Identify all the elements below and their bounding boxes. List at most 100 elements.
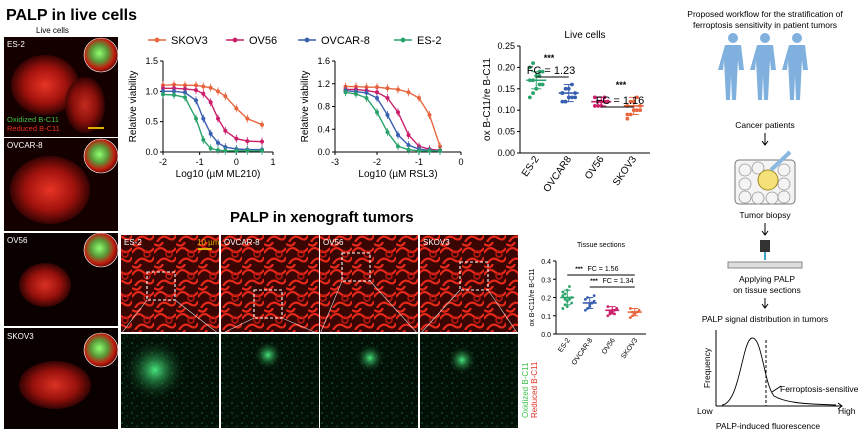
dist-sensitive: Ferroptosis-sensitive: [780, 384, 859, 394]
zoom-box: [341, 252, 371, 282]
data-point: [531, 61, 535, 66]
zoom-box: [459, 261, 489, 291]
data-point: [417, 95, 421, 100]
y-axis-label: Relative viability: [300, 71, 311, 143]
x-tick-label: -2: [159, 157, 167, 167]
legend-label: OVCAR-8: [321, 35, 370, 47]
data-point: [396, 132, 400, 137]
dist-high: High: [838, 406, 856, 416]
series-line: [345, 88, 441, 151]
data-point: [234, 148, 239, 153]
data-point: [208, 85, 213, 90]
data-point: [201, 116, 206, 121]
data-point: [194, 116, 198, 121]
data-point: [527, 65, 532, 70]
cell-label: ES-2: [7, 40, 25, 49]
data-point: [375, 110, 379, 115]
data-point: [364, 95, 369, 100]
data-point: [565, 305, 569, 309]
data-point: [537, 82, 542, 87]
x-axis-label: Log10 (µM ML210): [176, 169, 261, 180]
data-point: [438, 148, 442, 153]
fold-change-label: FC = 1.23: [527, 65, 576, 77]
category-label: ES-2: [520, 154, 542, 179]
data-point: [396, 110, 400, 115]
data-point: [615, 307, 619, 310]
arrow-icon: [761, 133, 769, 146]
data-point: [216, 89, 220, 94]
category-label: OVCAR-8: [571, 337, 595, 367]
data-point: [592, 294, 596, 298]
fold-change-label: FC = 1.34: [603, 278, 634, 285]
data-point: [635, 108, 639, 113]
y-tick-label: 0.25: [497, 41, 515, 51]
chart-title: Tissue sections: [577, 242, 625, 249]
data-point: [427, 148, 432, 153]
dist-ylabel: Frequency: [702, 347, 712, 388]
data-point: [606, 305, 610, 309]
data-point: [223, 94, 228, 99]
data-point: [592, 104, 597, 108]
data-point: [234, 136, 239, 141]
live-cells-header: Live cells: [36, 26, 69, 35]
legend-label: SKOV3: [171, 35, 208, 47]
data-point: [561, 307, 565, 310]
tile-label: OVCAR-8: [224, 238, 260, 247]
workflow-title-2: ferroptosis sensitivity in patient tumor…: [693, 20, 837, 30]
y-axis-label: ox B-C11/re B-C11: [529, 268, 536, 326]
x-tick-label: 0: [234, 157, 239, 167]
data-point: [375, 90, 379, 95]
data-point: [260, 148, 264, 153]
y-tick-label: 1.0: [145, 86, 158, 96]
section-title-live: PALP in live cells: [6, 7, 137, 24]
y-tick-label: 0.0: [541, 332, 551, 339]
data-point: [375, 85, 379, 90]
data-point: [563, 297, 567, 301]
data-point: [201, 137, 206, 142]
tissue-tile: [121, 235, 219, 332]
data-point: [354, 91, 358, 96]
data-point: [245, 148, 250, 153]
data-point: [223, 148, 228, 153]
data-point: [638, 108, 643, 113]
x-tick-label: -1: [415, 157, 423, 167]
y-axis-label: ox B-C11/re B-C11: [482, 58, 493, 141]
scale-bar: [88, 127, 104, 129]
tile-label: OV56: [323, 238, 344, 247]
data-point: [568, 297, 571, 301]
zoom-guide: [369, 280, 419, 335]
data-point: [201, 91, 206, 96]
y-tick-label: 0.4: [541, 259, 551, 266]
data-point: [568, 285, 571, 288]
category-label: OV56: [601, 337, 617, 356]
cell-label: OV56: [7, 236, 28, 245]
chart-live-ratio: Live cells 0.00 0.05 0.10 0.15 0.20 0.25 ox B-C…: [482, 30, 650, 194]
xeno-legend-oxidized: Oxidized B-C11: [521, 362, 530, 418]
data-point: [396, 87, 400, 92]
dist-xlabel: PALP-induced fluorescence: [716, 421, 821, 431]
cell-inset: [83, 37, 119, 73]
x-axis: [716, 402, 843, 410]
series-line: [345, 91, 440, 152]
pointer-line: [771, 385, 782, 393]
y-tick-label: 0.00: [497, 148, 515, 158]
chart-tissue-ratio: Tissue sections 0.0 0.1 0.2 0.3 0.4 ox B-C11/r…: [529, 242, 646, 367]
data-point: [194, 98, 198, 103]
dist-low: Low: [697, 406, 713, 416]
zoom-guide: [281, 317, 320, 335]
cell-inset: [83, 138, 119, 174]
patient-icon: [718, 33, 744, 100]
patient-icon: [750, 33, 776, 100]
scale-bar: [198, 248, 212, 250]
data-point: [216, 140, 220, 145]
series-legend: SKOV3 OV56 OVCAR-8 ES-2: [148, 35, 441, 47]
y-tick-label: 1.2: [317, 79, 330, 89]
data-point: [161, 92, 165, 97]
scale-label: 10 µm: [197, 238, 220, 247]
data-point: [385, 86, 390, 91]
tissue-tile: [221, 235, 319, 332]
axis-line: [162, 61, 273, 153]
applying-label-2: on tissue sections: [733, 285, 801, 295]
data-point: [417, 148, 421, 153]
data-point: [563, 292, 567, 296]
